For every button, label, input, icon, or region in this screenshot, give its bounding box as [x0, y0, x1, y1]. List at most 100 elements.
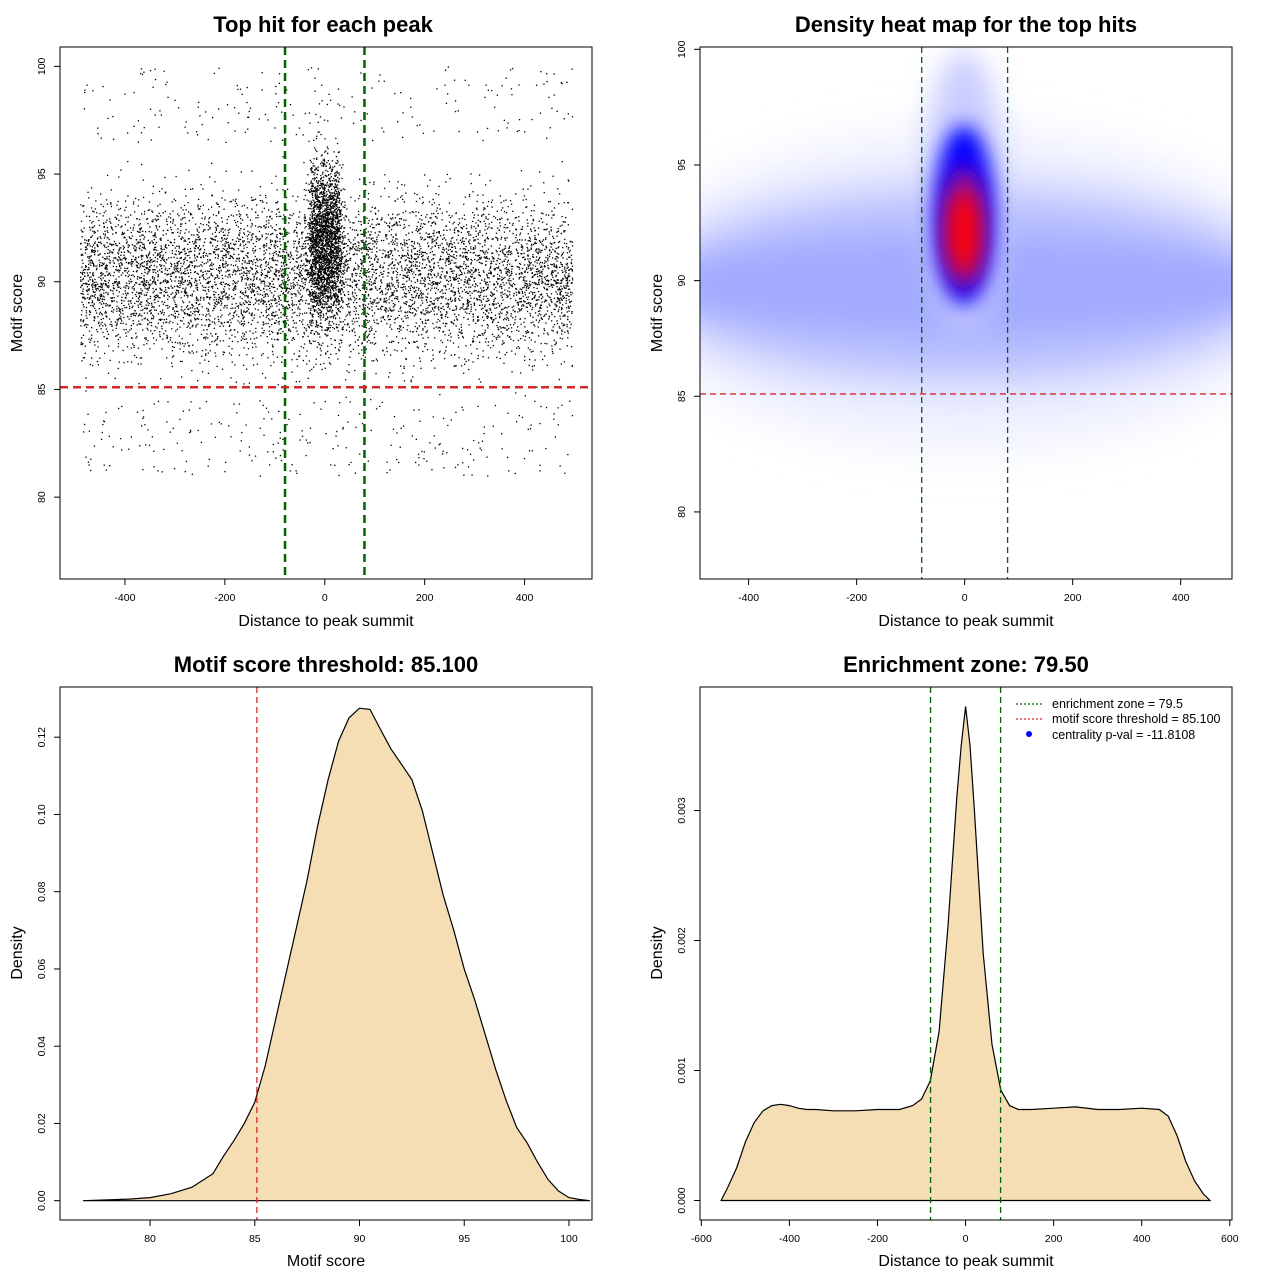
scatter-point	[521, 308, 523, 310]
scatter-point	[479, 304, 481, 306]
scatter-point	[405, 288, 407, 290]
scatter-point	[451, 259, 453, 261]
scatter-point	[331, 268, 333, 270]
scatter-point	[556, 293, 558, 295]
scatter-point	[238, 354, 241, 356]
scatter-point	[124, 290, 126, 292]
scatter-point	[134, 293, 137, 296]
scatter-point	[435, 193, 437, 195]
scatter-point	[534, 341, 536, 343]
scatter-point	[571, 311, 573, 313]
scatter-point	[405, 358, 407, 361]
scatter-point	[159, 318, 162, 320]
scatter-point	[161, 268, 163, 270]
scatter-point	[524, 301, 526, 303]
scatter-point	[235, 222, 237, 224]
scatter-point	[512, 242, 514, 244]
scatter-point	[387, 289, 389, 291]
scatter-point	[534, 359, 536, 361]
scatter-point	[468, 231, 470, 233]
scatter-point	[340, 342, 343, 344]
scatter-point	[136, 291, 138, 293]
scatter-point	[551, 263, 553, 266]
scatter-point	[113, 271, 115, 273]
scatter-point	[570, 300, 572, 302]
scatter-point	[465, 238, 467, 240]
scatter-point	[328, 357, 330, 359]
scatter-point	[515, 299, 517, 302]
scatter-point	[484, 244, 486, 246]
scatter-point	[128, 307, 131, 310]
scatter-point	[179, 319, 182, 322]
scatter-point	[379, 266, 382, 268]
scatter-point	[260, 226, 262, 228]
scatter-point	[202, 245, 204, 247]
scatter-point	[533, 204, 536, 206]
scatter-point	[420, 292, 423, 294]
scatter-point	[103, 289, 105, 291]
scatter-point	[191, 307, 193, 309]
scatter-point	[485, 260, 487, 262]
scatter-point	[215, 223, 217, 225]
scatter-point	[501, 286, 503, 288]
scatter-point	[248, 300, 250, 302]
scatter-point	[143, 344, 145, 346]
scatter-point	[90, 187, 93, 189]
scatter-point	[234, 364, 236, 366]
scatter-point	[409, 308, 411, 310]
scatter-point	[227, 234, 229, 236]
scatter-point	[207, 337, 209, 339]
scatter-point	[515, 237, 517, 239]
scatter-point	[514, 353, 517, 355]
scatter-point	[411, 264, 413, 266]
scatter-point	[402, 244, 404, 246]
scatter-point	[296, 358, 298, 360]
scatter-point	[327, 242, 330, 245]
scatter-point	[490, 265, 492, 268]
scatter-point	[434, 223, 437, 225]
scatter-point	[221, 237, 223, 240]
scatter-point	[554, 280, 556, 282]
scatter-point	[209, 176, 211, 178]
scatter-point	[201, 285, 203, 287]
scatter-point	[407, 249, 409, 252]
scatter-point	[180, 238, 182, 240]
scatter-point	[526, 306, 528, 308]
scatter-point	[353, 328, 355, 330]
scatter-point	[216, 365, 218, 368]
scatter-point	[482, 307, 484, 309]
scatter-point	[427, 258, 429, 260]
scatter-point	[527, 264, 529, 266]
scatter-point	[286, 315, 288, 318]
scatter-point	[228, 352, 231, 354]
scatter-point	[85, 310, 87, 312]
scatter-point	[493, 335, 495, 338]
scatter-point	[500, 238, 502, 240]
scatter-point	[196, 234, 198, 236]
scatter-point	[401, 318, 403, 320]
scatter-point	[211, 262, 213, 264]
scatter-point	[202, 256, 205, 258]
scatter-point	[140, 363, 142, 365]
scatter-point	[561, 338, 564, 340]
scatter-point	[369, 261, 371, 263]
scatter-point	[280, 233, 282, 235]
scatter-point	[206, 293, 208, 295]
scatter-point	[526, 246, 528, 249]
scatter-point	[557, 188, 559, 190]
scatter-point	[231, 274, 234, 276]
scatter-point	[487, 200, 490, 203]
scatter-point	[506, 237, 508, 239]
scatter-point	[235, 264, 237, 266]
scatter-point	[208, 222, 210, 224]
scatter-point	[541, 249, 543, 252]
scatter-point	[304, 281, 306, 284]
scatter-point	[436, 284, 439, 286]
scatter-point	[388, 341, 391, 343]
scatter-point	[167, 298, 169, 301]
scatter-point	[403, 302, 405, 304]
scatter-point	[154, 256, 156, 259]
scatter-point	[455, 278, 457, 281]
scatter-point	[132, 343, 134, 345]
scatter-point	[426, 253, 428, 255]
